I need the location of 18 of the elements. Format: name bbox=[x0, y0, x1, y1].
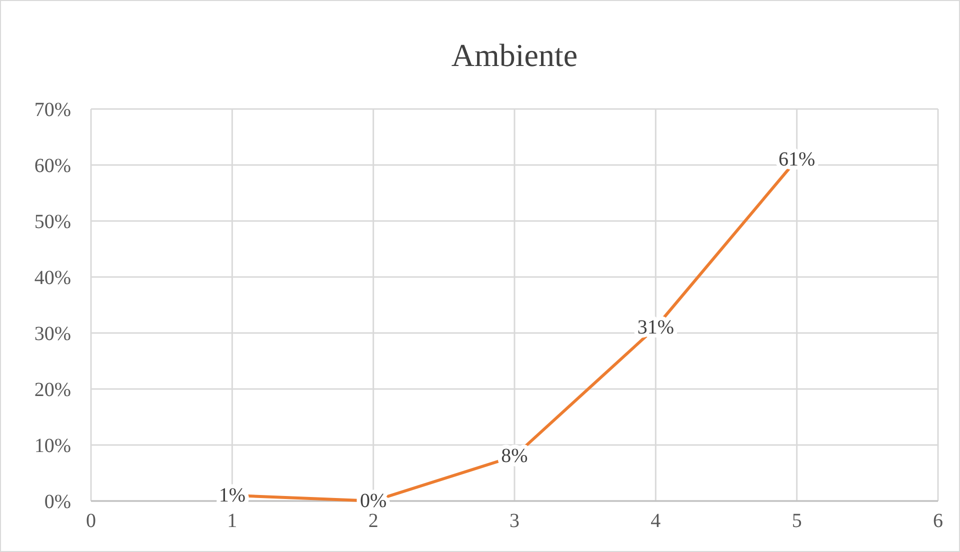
x-tick-label: 2 bbox=[368, 510, 378, 532]
y-tick-label: 0% bbox=[44, 491, 71, 513]
y-tick-label: 10% bbox=[34, 435, 71, 457]
y-tick-label: 40% bbox=[34, 267, 71, 289]
y-tick-label: 30% bbox=[34, 323, 71, 345]
data-label: 61% bbox=[778, 148, 816, 170]
y-tick-label: 50% bbox=[34, 211, 71, 233]
y-tick-label: 20% bbox=[34, 379, 71, 401]
x-tick-label: 0 bbox=[86, 510, 96, 532]
x-tick-label: 1 bbox=[227, 510, 238, 532]
x-tick-label: 6 bbox=[933, 510, 943, 532]
x-tick-label: 3 bbox=[510, 510, 520, 532]
y-tick-label: 70% bbox=[34, 99, 71, 121]
x-tick-label: 4 bbox=[650, 510, 661, 532]
x-tick-label: 5 bbox=[792, 510, 802, 532]
y-tick-label: 60% bbox=[34, 155, 71, 177]
chart-title: Ambiente bbox=[451, 37, 578, 73]
data-label: 1% bbox=[218, 484, 246, 506]
